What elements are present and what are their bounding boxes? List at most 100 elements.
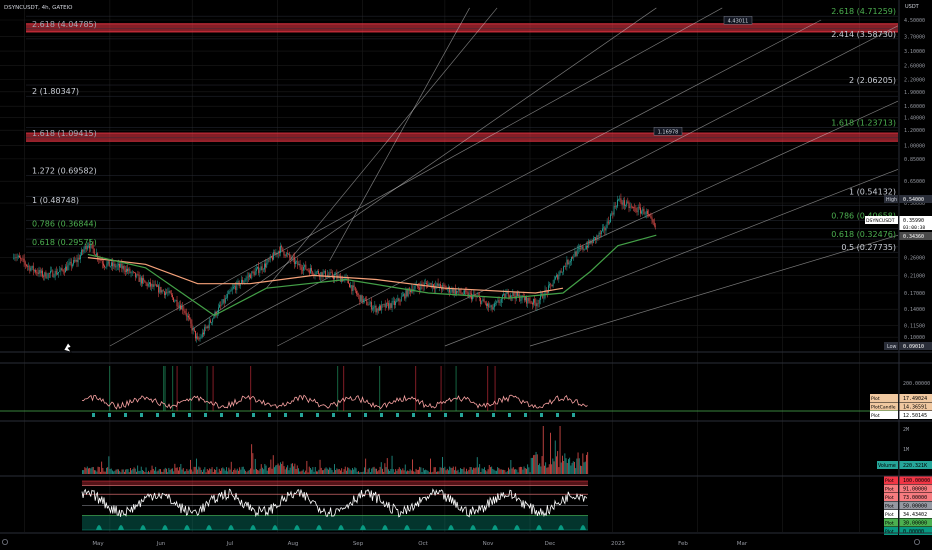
- volume-pane[interactable]: [82, 426, 589, 474]
- volume-bar: [238, 470, 239, 474]
- candle-body: [614, 206, 616, 208]
- volume-bar: [246, 472, 248, 474]
- settings-gear-icon[interactable]: [2, 539, 8, 546]
- chart-options-icon[interactable]: [914, 539, 921, 546]
- candle-body: [553, 279, 555, 284]
- candle-body: [151, 284, 153, 287]
- volume-bar: [353, 469, 355, 474]
- candle-body: [528, 298, 530, 302]
- volume-tick: 2M: [903, 427, 909, 433]
- volume-bar: [172, 468, 173, 474]
- volume-bar: [522, 469, 524, 474]
- candle-body: [94, 254, 96, 256]
- osc-marker: [284, 413, 287, 417]
- rsi-oversold-band: [82, 515, 588, 530]
- volume-bar: [584, 461, 586, 474]
- rsi-low-marker: [338, 525, 344, 530]
- volume-bar: [302, 469, 304, 474]
- volume-bar: [484, 467, 485, 474]
- volume-bar: [154, 470, 155, 474]
- volume-bar: [290, 463, 292, 474]
- candle-body: [197, 336, 199, 339]
- candle-body: [55, 270, 57, 275]
- candle-body: [362, 299, 364, 302]
- candle-body: [295, 261, 296, 265]
- volume-bar: [433, 467, 435, 474]
- osc-marker: [156, 413, 159, 417]
- osc-signal-bar: [337, 366, 339, 411]
- candle-body: [623, 200, 625, 206]
- candle-body: [388, 303, 390, 309]
- candle-body: [53, 276, 55, 278]
- candle-body: [421, 283, 423, 286]
- fib-right-label: 0.5 (0.27735): [841, 243, 896, 252]
- volume-bar: [326, 468, 328, 474]
- candle-body: [328, 274, 330, 276]
- volume-bar: [271, 468, 273, 474]
- volume-bar: [434, 467, 436, 474]
- osc-marker: [540, 413, 543, 417]
- candle-body: [111, 262, 112, 267]
- candle-body: [274, 252, 276, 255]
- candle-body: [324, 270, 326, 277]
- pane-dividers[interactable]: [0, 0, 932, 534]
- volume-bar: [497, 467, 499, 474]
- volume-bar: [103, 471, 105, 474]
- candle-body: [453, 289, 455, 294]
- rsi-label-value: 34.43402: [903, 512, 927, 518]
- osc-signal-bar: [212, 366, 214, 411]
- candle-body: [144, 280, 146, 283]
- price-axis[interactable]: USDT 4.50000 3.70000 3.10000 2.60000 2.20000 1…: [865, 0, 932, 550]
- volume-bar: [540, 466, 542, 474]
- candle-body: [308, 270, 310, 274]
- candle-body: [282, 247, 284, 252]
- candle-body: [323, 270, 325, 273]
- candle-body: [640, 207, 641, 214]
- fib-left-label: 2 (1.80347): [32, 87, 79, 96]
- rsi-low-marker: [492, 525, 498, 530]
- candle-body: [475, 296, 477, 298]
- rsi-pane[interactable]: [81, 480, 588, 531]
- volume-bar: [572, 461, 574, 474]
- candle-body: [63, 271, 65, 273]
- candle-body: [90, 243, 92, 249]
- candle-body: [157, 285, 158, 287]
- candle-body: [549, 284, 551, 286]
- candle-body: [481, 300, 483, 304]
- candle-body: [436, 283, 438, 286]
- rsi-label-prefix: Plot: [885, 495, 894, 501]
- rsi-label-prefix: Plot: [885, 512, 894, 518]
- candle-body: [83, 249, 85, 252]
- oscillator-pane[interactable]: [0, 366, 898, 417]
- candle-body: [626, 201, 628, 206]
- volume-bar: [292, 463, 293, 474]
- osc-marker: [316, 413, 319, 417]
- volume-bar: [464, 471, 466, 474]
- candle-body: [611, 213, 613, 215]
- volume-bar: [498, 468, 500, 474]
- candle-body: [145, 282, 147, 284]
- candle-body: [166, 292, 168, 294]
- volume-bar: [186, 468, 188, 474]
- candle-body: [112, 262, 114, 267]
- candle-body: [50, 270, 51, 274]
- candle-body: [617, 199, 618, 207]
- rsi-label-prefix-bg: [884, 484, 898, 493]
- volume-bar: [529, 472, 531, 474]
- volume-bar: [557, 451, 559, 474]
- candle-body: [461, 293, 463, 295]
- candle-body: [82, 249, 84, 252]
- volume-bar: [229, 469, 231, 474]
- volume-bar: [491, 466, 493, 474]
- volume-bar: [115, 469, 117, 474]
- time-axis[interactable]: May Jun Jul Aug Sep Oct Nov Dec 2025 Feb Mar: [92, 541, 748, 547]
- candle-body: [80, 255, 81, 260]
- candle-body: [25, 264, 27, 266]
- rsi-low-marker: [96, 525, 102, 530]
- ma-value-bg: [899, 232, 932, 240]
- candle-body: [265, 263, 266, 268]
- candle-body: [627, 201, 629, 203]
- volume-bar: [312, 467, 314, 474]
- volume-bar: [317, 471, 319, 474]
